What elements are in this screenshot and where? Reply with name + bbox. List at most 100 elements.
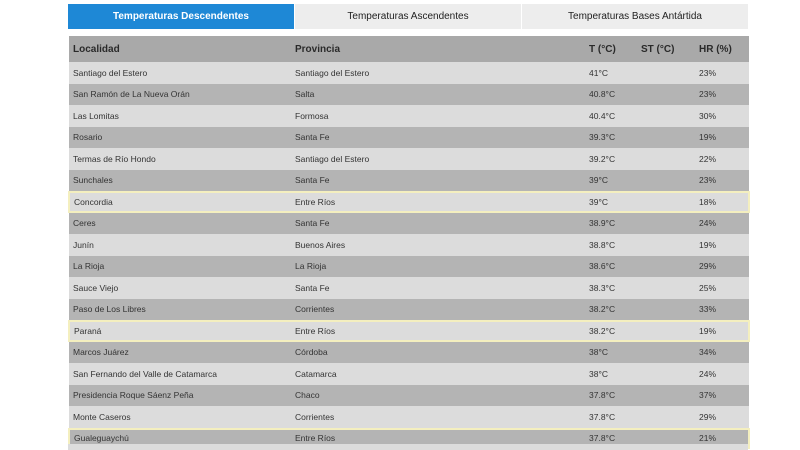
cell-temperatura: 38°C xyxy=(585,363,637,385)
cell-humedad: 21% xyxy=(695,427,750,449)
cell-localidad: Paraná xyxy=(68,320,291,342)
cell-sensacion-termica xyxy=(637,406,695,429)
table-row[interactable]: Paso de Los Libres Corrientes 38.2°C 33% xyxy=(69,298,749,321)
cell-localidad: Sauce Viejo xyxy=(69,277,291,299)
cell-provincia: Santa Fe xyxy=(291,277,585,299)
cell-humedad: 19% xyxy=(695,234,749,256)
cell-temperatura: 37.8°C xyxy=(585,384,637,406)
cell-provincia: Santa Fe xyxy=(291,211,585,234)
cell-provincia: Formosa xyxy=(291,105,585,127)
cell-localidad: La Rioja xyxy=(69,255,291,277)
cell-provincia: Córdoba xyxy=(291,340,585,363)
cell-provincia: La Rioja xyxy=(291,255,585,277)
table-row[interactable]: Monte Caseros Corrientes 37.8°C 29% xyxy=(69,406,749,429)
cell-temperatura: 38.2°C xyxy=(585,320,637,342)
cell-sensacion-termica xyxy=(637,255,695,277)
cell-sensacion-termica xyxy=(637,320,695,342)
cell-humedad: 29% xyxy=(695,255,749,277)
cell-humedad: 25% xyxy=(695,277,749,299)
cell-localidad: Monte Caseros xyxy=(69,406,291,429)
cell-localidad: Santiago del Estero xyxy=(69,62,291,84)
cell-temperatura: 40.8°C xyxy=(585,83,637,105)
cell-localidad: Presidencia Roque Sáenz Peña xyxy=(69,384,291,406)
cell-provincia: Entre Ríos xyxy=(291,320,585,342)
cell-sensacion-termica xyxy=(637,126,695,148)
cell-sensacion-termica xyxy=(637,211,695,234)
column-header-humedad[interactable]: HR (%) xyxy=(695,36,749,62)
table-row[interactable]: Junín Buenos Aires 38.8°C 19% xyxy=(69,234,749,256)
cell-temperatura: 38°C xyxy=(585,340,637,363)
table-row[interactable]: Paraná Entre Ríos 38.2°C 19% xyxy=(68,320,750,342)
table-row[interactable]: La Rioja La Rioja 38.6°C 29% xyxy=(69,255,749,277)
cell-sensacion-termica xyxy=(637,234,695,256)
table-row[interactable]: Las Lomitas Formosa 40.4°C 30% xyxy=(69,105,749,127)
cell-temperatura: 37.8°C xyxy=(585,406,637,429)
tab-temperaturas-descendentes[interactable]: Temperaturas Descendentes xyxy=(68,4,294,29)
cell-temperatura: 39°C xyxy=(585,191,637,213)
cell-temperatura: 38.3°C xyxy=(585,277,637,299)
cell-provincia: Chaco xyxy=(291,384,585,406)
column-header-sensacion-termica[interactable]: ST (°C) xyxy=(637,36,695,62)
cell-localidad: San Fernando del Valle de Catamarca xyxy=(69,363,291,385)
cell-localidad: Las Lomitas xyxy=(69,105,291,127)
table-row[interactable]: Ceres Santa Fe 38.9°C 24% xyxy=(69,211,749,234)
cell-sensacion-termica xyxy=(637,105,695,127)
cell-temperatura: 39.2°C xyxy=(585,148,637,170)
cell-provincia: Corrientes xyxy=(291,298,585,321)
cell-temperatura: 39.3°C xyxy=(585,126,637,148)
table-row[interactable]: Termas de Río Hondo Santiago del Estero 39… xyxy=(69,148,749,170)
table-row[interactable]: Marcos Juárez Córdoba 38°C 34% xyxy=(69,340,749,363)
cell-humedad: 29% xyxy=(695,406,749,429)
cell-humedad: 34% xyxy=(695,340,749,363)
cell-humedad: 24% xyxy=(695,363,749,385)
cell-temperatura: 40.4°C xyxy=(585,105,637,127)
cell-localidad: Termas de Río Hondo xyxy=(69,148,291,170)
cell-temperatura: 38.9°C xyxy=(585,211,637,234)
tab-temperaturas-ascendentes[interactable]: Temperaturas Ascendentes xyxy=(294,4,521,29)
table-row[interactable]: Santiago del Estero Santiago del Estero 41… xyxy=(69,62,749,84)
cell-localidad: San Ramón de La Nueva Orán xyxy=(69,83,291,105)
cell-provincia: Buenos Aires xyxy=(291,234,585,256)
cell-temperatura: 41°C xyxy=(585,62,637,84)
table-row[interactable]: Rosario Santa Fe 39.3°C 19% xyxy=(69,126,749,148)
cell-provincia: Salta xyxy=(291,83,585,105)
temperature-table: Localidad Provincia T (°C) ST (°C) HR (%… xyxy=(68,36,750,449)
cell-humedad: 23% xyxy=(695,62,749,84)
cell-humedad: 19% xyxy=(695,126,749,148)
tab-temperaturas-bases-antartida[interactable]: Temperaturas Bases Antártida xyxy=(521,4,748,29)
cell-sensacion-termica xyxy=(637,363,695,385)
table-row[interactable]: Sunchales Santa Fe 39°C 23% xyxy=(69,169,749,192)
cell-humedad: 33% xyxy=(695,298,749,321)
cell-temperatura: 38.6°C xyxy=(585,255,637,277)
cell-localidad: Junín xyxy=(69,234,291,256)
cell-sensacion-termica xyxy=(637,169,695,192)
table-row[interactable]: Sauce Viejo Santa Fe 38.3°C 25% xyxy=(69,277,749,299)
cell-humedad: 23% xyxy=(695,83,749,105)
cell-provincia: Corrientes xyxy=(291,406,585,429)
column-header-localidad[interactable]: Localidad xyxy=(69,36,291,62)
cell-humedad: 18% xyxy=(695,191,750,213)
cell-provincia: Catamarca xyxy=(291,363,585,385)
cell-humedad: 19% xyxy=(695,320,750,342)
cell-provincia: Santiago del Estero xyxy=(291,62,585,84)
table-header-row: Localidad Provincia T (°C) ST (°C) HR (%… xyxy=(69,36,749,62)
table-row[interactable]: San Ramón de La Nueva Orán Salta 40.8°C 23% xyxy=(69,83,749,105)
table-row[interactable]: Concordia Entre Ríos 39°C 18% xyxy=(68,191,750,213)
cell-sensacion-termica xyxy=(637,340,695,363)
table-row[interactable]: San Fernando del Valle de Catamarca Catam… xyxy=(69,363,749,385)
cell-provincia: Santiago del Estero xyxy=(291,148,585,170)
cell-localidad: Ceres xyxy=(69,211,291,234)
table-row[interactable]: Presidencia Roque Sáenz Peña Chaco 37.8°C 3… xyxy=(69,384,749,406)
cell-localidad: Rosario xyxy=(69,126,291,148)
temperature-panel: Temperaturas Descendentes Temperaturas A… xyxy=(68,4,750,449)
cell-provincia: Santa Fe xyxy=(291,169,585,192)
cell-sensacion-termica xyxy=(637,83,695,105)
cell-provincia: Entre Ríos xyxy=(291,427,585,449)
cell-humedad: 24% xyxy=(695,211,749,234)
cell-localidad: Sunchales xyxy=(69,169,291,192)
cell-sensacion-termica xyxy=(637,191,695,213)
cell-localidad: Paso de Los Libres xyxy=(69,298,291,321)
column-header-temperatura[interactable]: T (°C) xyxy=(585,36,637,62)
cell-localidad: Concordia xyxy=(68,191,291,213)
column-header-provincia[interactable]: Provincia xyxy=(291,36,585,62)
